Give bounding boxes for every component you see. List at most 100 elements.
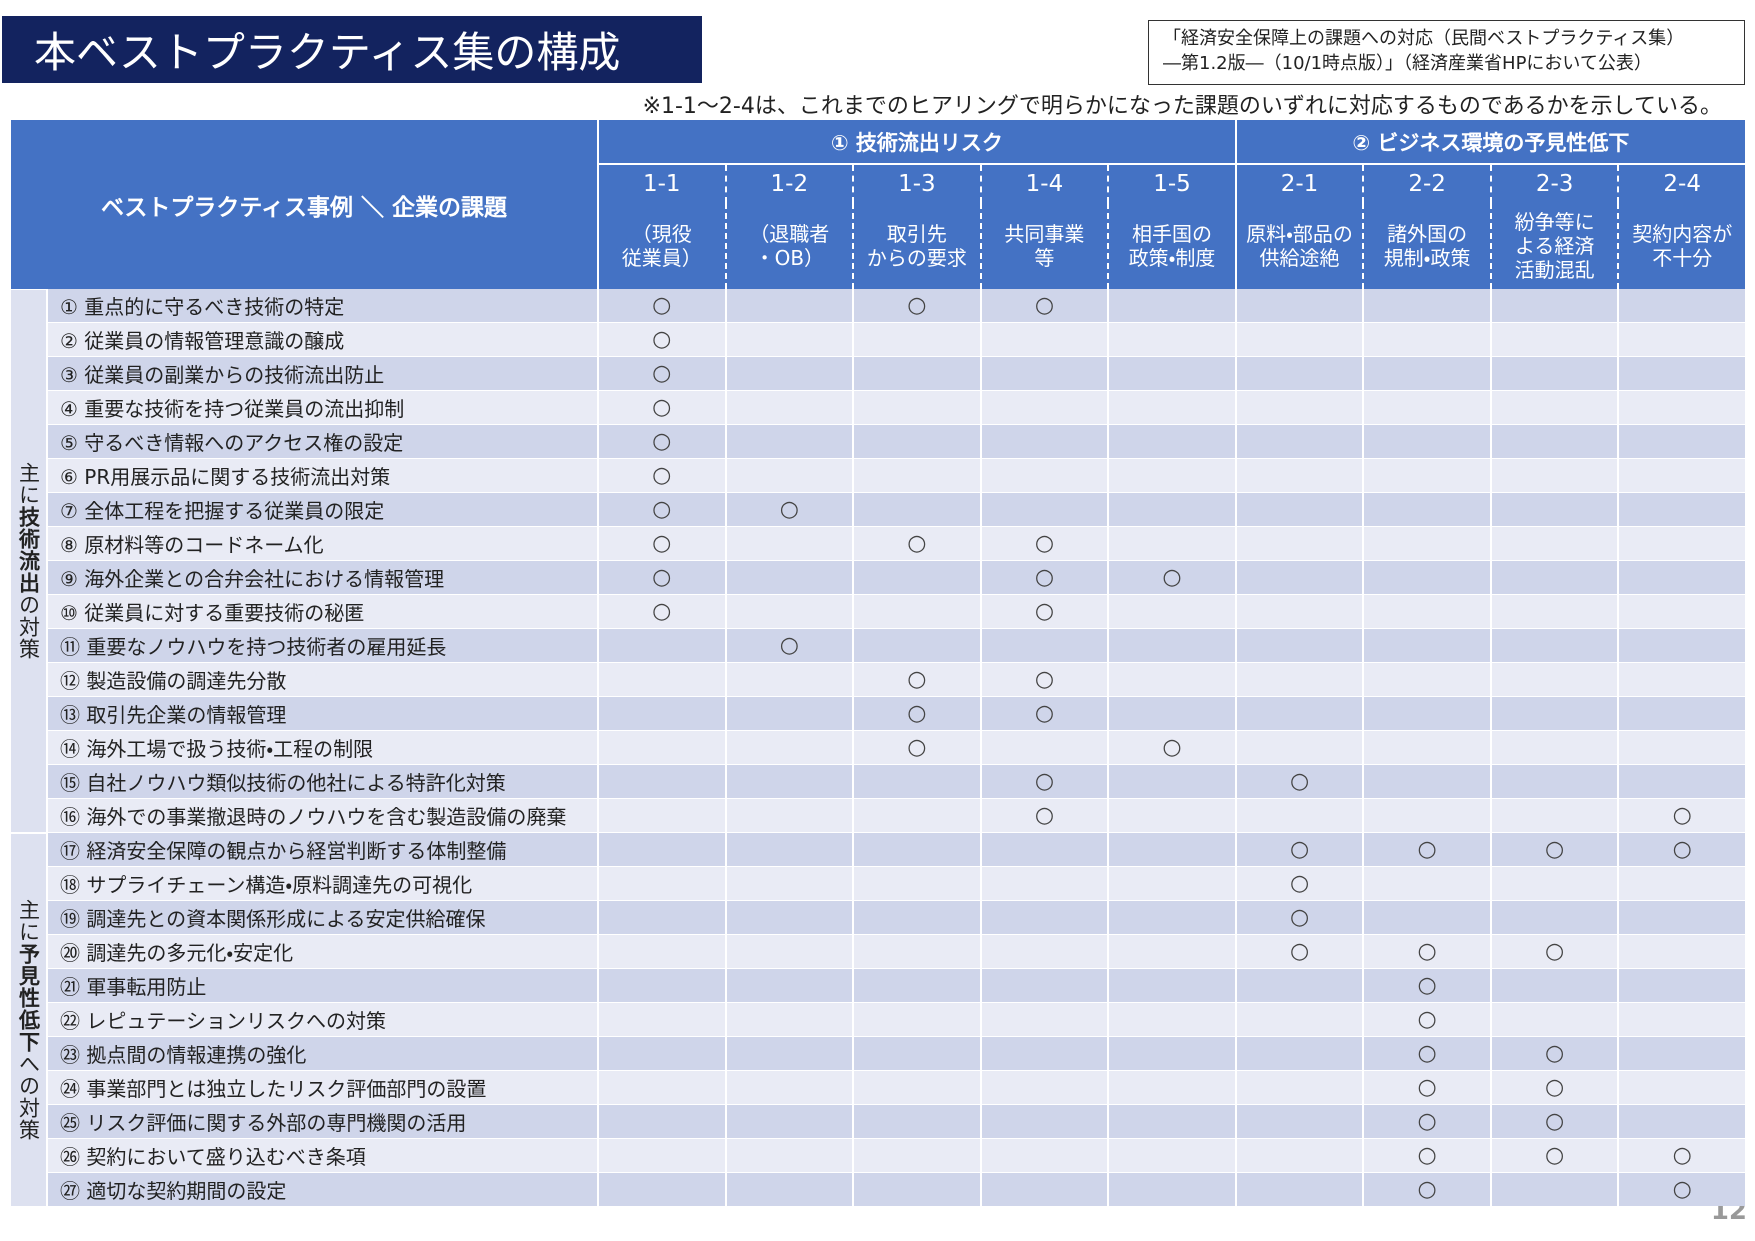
empty-cell bbox=[1619, 765, 1745, 798]
empty-cell bbox=[981, 493, 1108, 526]
column-desc-line: 不十分 bbox=[1652, 246, 1713, 270]
row-label: ㉒ レピュテーションリスクへの対策 bbox=[48, 1003, 597, 1036]
empty-cell bbox=[1619, 323, 1745, 356]
empty-cell bbox=[1619, 595, 1745, 628]
group-label-part: の対策 bbox=[16, 594, 41, 660]
cell: ○ bbox=[1619, 833, 1745, 866]
empty-cell bbox=[854, 1105, 980, 1138]
empty-cell bbox=[599, 731, 725, 764]
empty-cell bbox=[981, 1037, 1108, 1070]
empty-cell bbox=[599, 765, 725, 798]
column-desc-line: 紛争等に bbox=[1514, 210, 1595, 234]
empty-cell bbox=[1619, 1003, 1745, 1036]
row-label: ① 重点的に守るべき技術の特定 bbox=[48, 289, 597, 322]
column-desc-line: 契約内容が bbox=[1632, 222, 1733, 246]
empty-cell bbox=[1109, 323, 1235, 356]
empty-cell bbox=[1619, 901, 1745, 934]
empty-cell bbox=[1619, 527, 1745, 560]
column-code: 1-2 bbox=[724, 165, 853, 203]
header-bg bbox=[11, 120, 1745, 289]
cell: ○ bbox=[599, 357, 725, 390]
empty-cell bbox=[1364, 697, 1490, 730]
cell: ○ bbox=[1364, 1105, 1490, 1138]
empty-cell bbox=[1491, 289, 1618, 322]
column-desc: （退職者 ・OB） bbox=[724, 203, 853, 289]
row-label: ⑳ 調達先の多元化・安定化 bbox=[48, 935, 597, 968]
row-label: ㉓ 拠点間の情報連携の強化 bbox=[48, 1037, 597, 1070]
empty-cell bbox=[981, 867, 1108, 900]
cell: ○ bbox=[599, 561, 725, 594]
empty-cell bbox=[726, 527, 853, 560]
column-code: 2-2 bbox=[1362, 165, 1490, 203]
empty-cell bbox=[726, 799, 853, 832]
empty-cell bbox=[599, 629, 725, 662]
empty-cell bbox=[1109, 493, 1235, 526]
empty-cell bbox=[981, 901, 1108, 934]
empty-cell bbox=[1109, 833, 1235, 866]
empty-cell bbox=[981, 459, 1108, 492]
empty-cell bbox=[1109, 289, 1235, 322]
row-label: ⑬ 取引先企業の情報管理 bbox=[48, 697, 597, 730]
empty-cell bbox=[599, 935, 725, 968]
empty-cell bbox=[981, 935, 1108, 968]
empty-cell bbox=[1491, 493, 1618, 526]
cell: ○ bbox=[1109, 731, 1235, 764]
empty-cell bbox=[1619, 561, 1745, 594]
row-label: ③ 従業員の副業からの技術流出防止 bbox=[48, 357, 597, 390]
empty-cell bbox=[1236, 663, 1363, 696]
empty-cell bbox=[1491, 799, 1618, 832]
empty-cell bbox=[1236, 697, 1363, 730]
column-desc: 原料・部品の 供給途絶 bbox=[1234, 203, 1363, 289]
empty-cell bbox=[726, 901, 853, 934]
cell: ○ bbox=[1491, 1071, 1618, 1104]
empty-cell bbox=[1491, 391, 1618, 424]
empty-cell bbox=[1236, 527, 1363, 560]
cell: ○ bbox=[1491, 833, 1618, 866]
cell: ○ bbox=[599, 289, 725, 322]
cell: ○ bbox=[981, 799, 1108, 832]
cell: ○ bbox=[599, 425, 725, 458]
empty-cell bbox=[854, 901, 980, 934]
empty-cell bbox=[1619, 391, 1745, 424]
empty-cell bbox=[1619, 459, 1745, 492]
empty-cell bbox=[1236, 595, 1363, 628]
empty-cell bbox=[1109, 1037, 1235, 1070]
empty-cell bbox=[981, 1003, 1108, 1036]
column-desc-line: （退職者 bbox=[749, 222, 830, 246]
empty-cell bbox=[854, 935, 980, 968]
column-desc-line: よる経済 bbox=[1514, 234, 1595, 258]
cell: ○ bbox=[981, 561, 1108, 594]
row-label: ⑮ 自社ノウハウ類似技術の他社による特許化対策 bbox=[48, 765, 597, 798]
empty-cell bbox=[1364, 595, 1490, 628]
empty-cell bbox=[854, 357, 980, 390]
empty-cell bbox=[726, 1037, 853, 1070]
column-desc-line: 活動混乱 bbox=[1514, 258, 1595, 282]
cell: ○ bbox=[854, 289, 980, 322]
column-desc-line: ・OB） bbox=[754, 246, 825, 270]
empty-cell bbox=[1109, 935, 1235, 968]
empty-cell bbox=[1364, 493, 1490, 526]
group-label-part: への対策 bbox=[16, 1053, 41, 1141]
empty-cell bbox=[599, 1071, 725, 1104]
empty-cell bbox=[1109, 969, 1235, 1002]
cell: ○ bbox=[981, 595, 1108, 628]
row-label: ㉕ リスク評価に関する外部の専門機関の活用 bbox=[48, 1105, 597, 1138]
empty-cell bbox=[1109, 867, 1235, 900]
empty-cell bbox=[1491, 561, 1618, 594]
cell: ○ bbox=[1364, 1037, 1490, 1070]
row-label: ⑧ 原材料等のコードネーム化 bbox=[48, 527, 597, 560]
cell: ○ bbox=[854, 731, 980, 764]
empty-cell bbox=[1236, 1003, 1363, 1036]
cell: ○ bbox=[1364, 1139, 1490, 1172]
empty-cell bbox=[1236, 731, 1363, 764]
row-label: ⑤ 守るべき情報へのアクセス権の設定 bbox=[48, 425, 597, 458]
cell: ○ bbox=[1491, 935, 1618, 968]
empty-cell bbox=[854, 561, 980, 594]
empty-cell bbox=[1109, 799, 1235, 832]
empty-cell bbox=[981, 1105, 1108, 1138]
cell: ○ bbox=[1364, 1003, 1490, 1036]
empty-cell bbox=[1236, 1037, 1363, 1070]
group-label-part: 主に bbox=[16, 462, 41, 506]
cell: ○ bbox=[1619, 1173, 1745, 1206]
